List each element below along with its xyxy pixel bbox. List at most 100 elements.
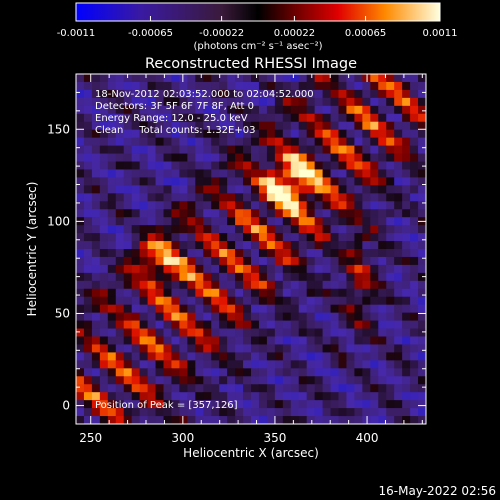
heatmap-cell	[354, 249, 363, 258]
heatmap-cell	[83, 408, 93, 417]
heatmap-cell	[266, 97, 276, 107]
heatmap-cell	[386, 241, 395, 250]
heatmap-cell	[394, 153, 403, 162]
heatmap-cell	[322, 121, 331, 131]
heatmap-cell	[171, 416, 180, 424]
heatmap-cell	[203, 169, 212, 178]
heatmap-cell	[195, 145, 204, 154]
heatmap-cell	[378, 89, 387, 99]
heatmap-cell	[131, 209, 141, 218]
heatmap-cell	[99, 296, 109, 306]
heatmap-cell	[266, 241, 276, 250]
heatmap-cell	[139, 328, 148, 337]
heatmap-cell	[322, 400, 331, 409]
heatmap-cell	[179, 296, 188, 306]
heatmap-cell	[306, 217, 316, 226]
heatmap-cell	[274, 408, 284, 417]
heatmap-cell	[282, 336, 292, 345]
heatmap-cell	[266, 336, 276, 345]
heatmap-cell	[99, 392, 109, 401]
heatmap-cell	[394, 169, 403, 178]
heatmap-cell	[394, 400, 403, 409]
heatmap-cell	[290, 368, 300, 377]
heatmap-cell	[410, 368, 419, 377]
heatmap-cell	[147, 169, 156, 178]
heatmap-cell	[394, 241, 403, 250]
heatmap-cell	[211, 320, 220, 329]
heatmap-cell	[394, 161, 403, 170]
heatmap-cell	[219, 89, 228, 99]
heatmap-cell	[306, 97, 316, 107]
heatmap-cell	[290, 288, 300, 298]
heatmap-cell	[258, 376, 268, 385]
heatmap-cell	[179, 400, 188, 409]
heatmap-cell	[179, 121, 188, 131]
heatmap-cell	[91, 185, 101, 194]
heatmap-cell	[123, 217, 133, 226]
heatmap-cell	[362, 74, 371, 83]
heatmap-cell	[362, 185, 371, 194]
heatmap-cell	[83, 256, 93, 266]
heatmap-cell	[410, 400, 419, 409]
heatmap-cell	[290, 121, 300, 131]
heatmap-cell	[91, 241, 101, 250]
heatmap-cell	[251, 249, 260, 258]
heatmap-cell	[402, 320, 411, 329]
heatmap-cell	[235, 320, 244, 329]
heatmap-cell	[99, 153, 109, 162]
heatmap-cell	[155, 384, 164, 393]
heatmap-cell	[203, 145, 212, 154]
heatmap-cell	[219, 296, 228, 306]
heatmap-cell	[330, 280, 339, 290]
heatmap-cell	[163, 408, 172, 417]
heatmap-cell	[338, 296, 347, 306]
heatmap-cell	[99, 376, 109, 385]
heatmap-cell	[219, 320, 228, 329]
heatmap-cell	[123, 408, 133, 417]
heatmap-cell	[306, 360, 316, 369]
heatmap-cell	[306, 81, 316, 91]
heatmap-cell	[251, 296, 260, 306]
heatmap-cell	[131, 400, 141, 409]
heatmap-cell	[131, 97, 141, 107]
heatmap-cell	[251, 153, 260, 162]
heatmap-cell	[290, 328, 300, 337]
heatmap-cell	[171, 153, 180, 162]
heatmap-cell	[235, 384, 244, 393]
annotations: 18-Nov-2012 02:03:52.000 to 02:04:52.000…	[95, 89, 314, 411]
heatmap-cell	[99, 74, 109, 83]
heatmap-cell	[203, 312, 212, 321]
heatmap-cell	[354, 368, 363, 377]
heatmap-cell	[99, 312, 109, 321]
heatmap-cell	[195, 296, 204, 306]
heatmap-cell	[418, 225, 426, 234]
heatmap-cell	[322, 304, 331, 314]
heatmap-cell	[83, 137, 93, 146]
heatmap-cell	[171, 408, 180, 417]
heatmap-cell	[394, 97, 403, 107]
heatmap-cell	[378, 368, 387, 377]
heatmap-cell	[306, 241, 316, 250]
heatmap-cell	[219, 74, 228, 83]
heatmap-cell	[187, 360, 196, 369]
heatmap-cell	[410, 256, 419, 266]
heatmap-cell	[378, 185, 387, 194]
heatmap-cell	[131, 344, 141, 353]
heatmap-cell	[338, 201, 347, 210]
heatmap-cell	[346, 264, 355, 274]
heatmap-cell	[338, 209, 347, 218]
heatmap-cell	[147, 209, 156, 218]
heatmap-cell	[227, 193, 236, 202]
heatmap-cell	[76, 177, 85, 186]
heatmap-cell	[147, 360, 156, 369]
heatmap-cell	[306, 376, 316, 385]
heatmap-cell	[274, 360, 284, 369]
heatmap-cell	[266, 161, 276, 170]
heatmap-cell	[171, 400, 180, 409]
heatmap-cell	[147, 344, 156, 353]
heatmap-cell	[76, 137, 85, 146]
heatmap-cell	[290, 336, 300, 345]
heatmap-cell	[179, 256, 188, 266]
heatmap-cell	[211, 113, 220, 123]
